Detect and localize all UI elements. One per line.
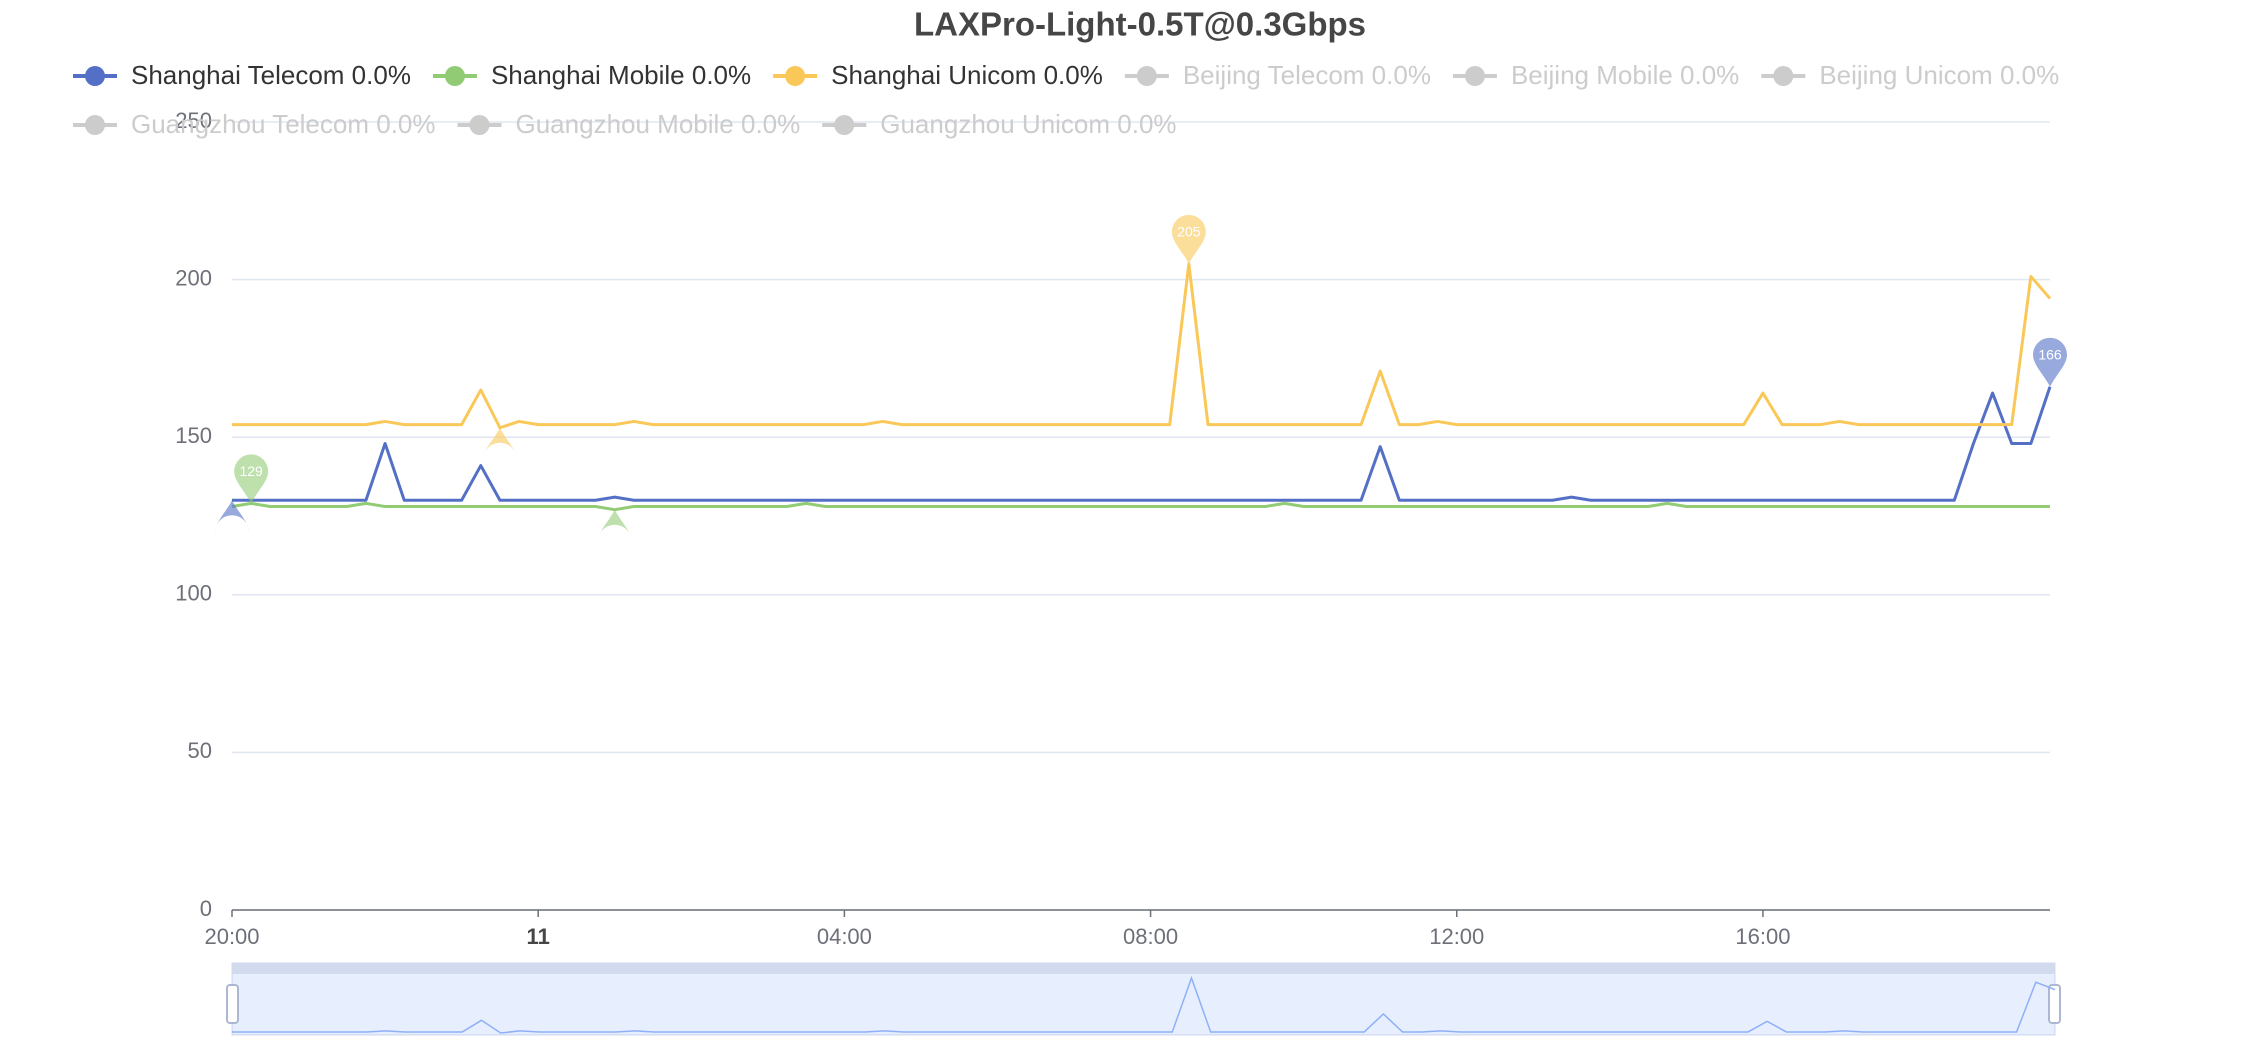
mark-pin	[234, 454, 269, 504]
legend-item[interactable]: Guangzhou Telecom 0.0%	[73, 109, 436, 139]
mark-pin	[597, 509, 632, 542]
legend-label: Guangzhou Mobile 0.0%	[516, 109, 801, 139]
legend-icon-marker	[1773, 66, 1794, 86]
mark-pin	[1171, 214, 1206, 264]
mark-pin	[482, 427, 517, 460]
legend-label: Guangzhou Unicom 0.0%	[880, 109, 1176, 139]
legend-icon-marker	[444, 66, 465, 86]
y-tick-label: 200	[175, 265, 212, 290]
y-tick-label: 50	[188, 738, 212, 763]
mark-pin-label: 166	[2038, 346, 2062, 362]
legend-label: Beijing Telecom 0.0%	[1183, 60, 1431, 90]
legend-item[interactable]: Beijing Mobile 0.0%	[1452, 60, 1739, 90]
y-tick-label: 250	[175, 108, 212, 133]
mark-pin-label: 153	[488, 451, 512, 467]
series-line	[232, 386, 2052, 502]
legend-icon-marker	[85, 115, 105, 135]
chart-title: LAXPro-Light-0.5T@0.3Gbps	[914, 6, 1366, 43]
grid: 0 50 100 150 200 250 20:00 11 04:00 08:00 12:00 16:…	[175, 108, 2050, 949]
zoom-handle-right[interactable]	[2048, 984, 2061, 1024]
legend: Shanghai Telecom 0.0% Shanghai Mobile 0.0…	[73, 60, 2059, 139]
legend-item[interactable]: Guangzhou Mobile 0.0%	[457, 109, 801, 139]
zoom-selection[interactable]	[232, 974, 2055, 1035]
data-zoom[interactable]	[226, 962, 2061, 1036]
legend-icon-marker	[1136, 66, 1157, 86]
y-tick-label: 150	[175, 423, 212, 448]
legend-icon-marker	[469, 115, 490, 135]
legend-icon-marker	[785, 66, 806, 86]
x-tick-label: 12:00	[1429, 924, 1484, 949]
legend-icon-marker	[1464, 66, 1485, 86]
legend-label: Shanghai Mobile 0.0%	[491, 60, 751, 90]
zoom-handle-left[interactable]	[226, 984, 239, 1024]
mark-pin	[2033, 337, 2067, 387]
legend-item[interactable]: Beijing Telecom 0.0%	[1124, 60, 1431, 90]
mark-pin	[215, 500, 249, 533]
series	[231, 262, 2052, 512]
legend-label: Guangzhou Telecom 0.0%	[131, 109, 436, 139]
legend-label: Shanghai Telecom 0.0%	[131, 60, 411, 90]
series-line	[231, 501, 2050, 512]
legend-label: Beijing Mobile 0.0%	[1511, 60, 1739, 90]
legend-item[interactable]: Shanghai Telecom 0.0%	[73, 60, 411, 90]
legend-item[interactable]: Guangzhou Unicom 0.0%	[822, 109, 1177, 139]
legend-icon-marker	[834, 115, 855, 135]
markers: 166 130 129 127 205 153	[215, 214, 2067, 549]
legend-item[interactable]: Shanghai Mobile 0.0%	[432, 60, 751, 90]
y-tick-label: 0	[200, 896, 212, 921]
zoom-bar[interactable]	[232, 963, 2055, 974]
mark-pin-label: 127	[603, 533, 627, 549]
series-line	[232, 262, 2052, 430]
x-tick-label: 16:00	[1735, 924, 1790, 949]
legend-label: Beijing Unicom 0.0%	[1819, 60, 2059, 90]
x-tick-label: 04:00	[817, 924, 872, 949]
legend-item[interactable]: Shanghai Unicom 0.0%	[773, 60, 1103, 90]
y-tick-label: 100	[175, 581, 212, 606]
x-tick-label: 20:00	[204, 924, 259, 949]
mark-pin-label: 205	[1177, 224, 1201, 240]
legend-label: Shanghai Unicom 0.0%	[831, 60, 1103, 90]
x-tick-label: 08:00	[1123, 924, 1178, 949]
mark-pin-label: 129	[239, 463, 263, 479]
x-tick-label: 11	[527, 924, 550, 949]
legend-item[interactable]: Beijing Unicom 0.0%	[1761, 60, 2059, 90]
mark-pin-label: 130	[220, 524, 244, 540]
legend-icon-marker	[85, 66, 105, 86]
zoom-shadow	[232, 975, 2056, 1034]
